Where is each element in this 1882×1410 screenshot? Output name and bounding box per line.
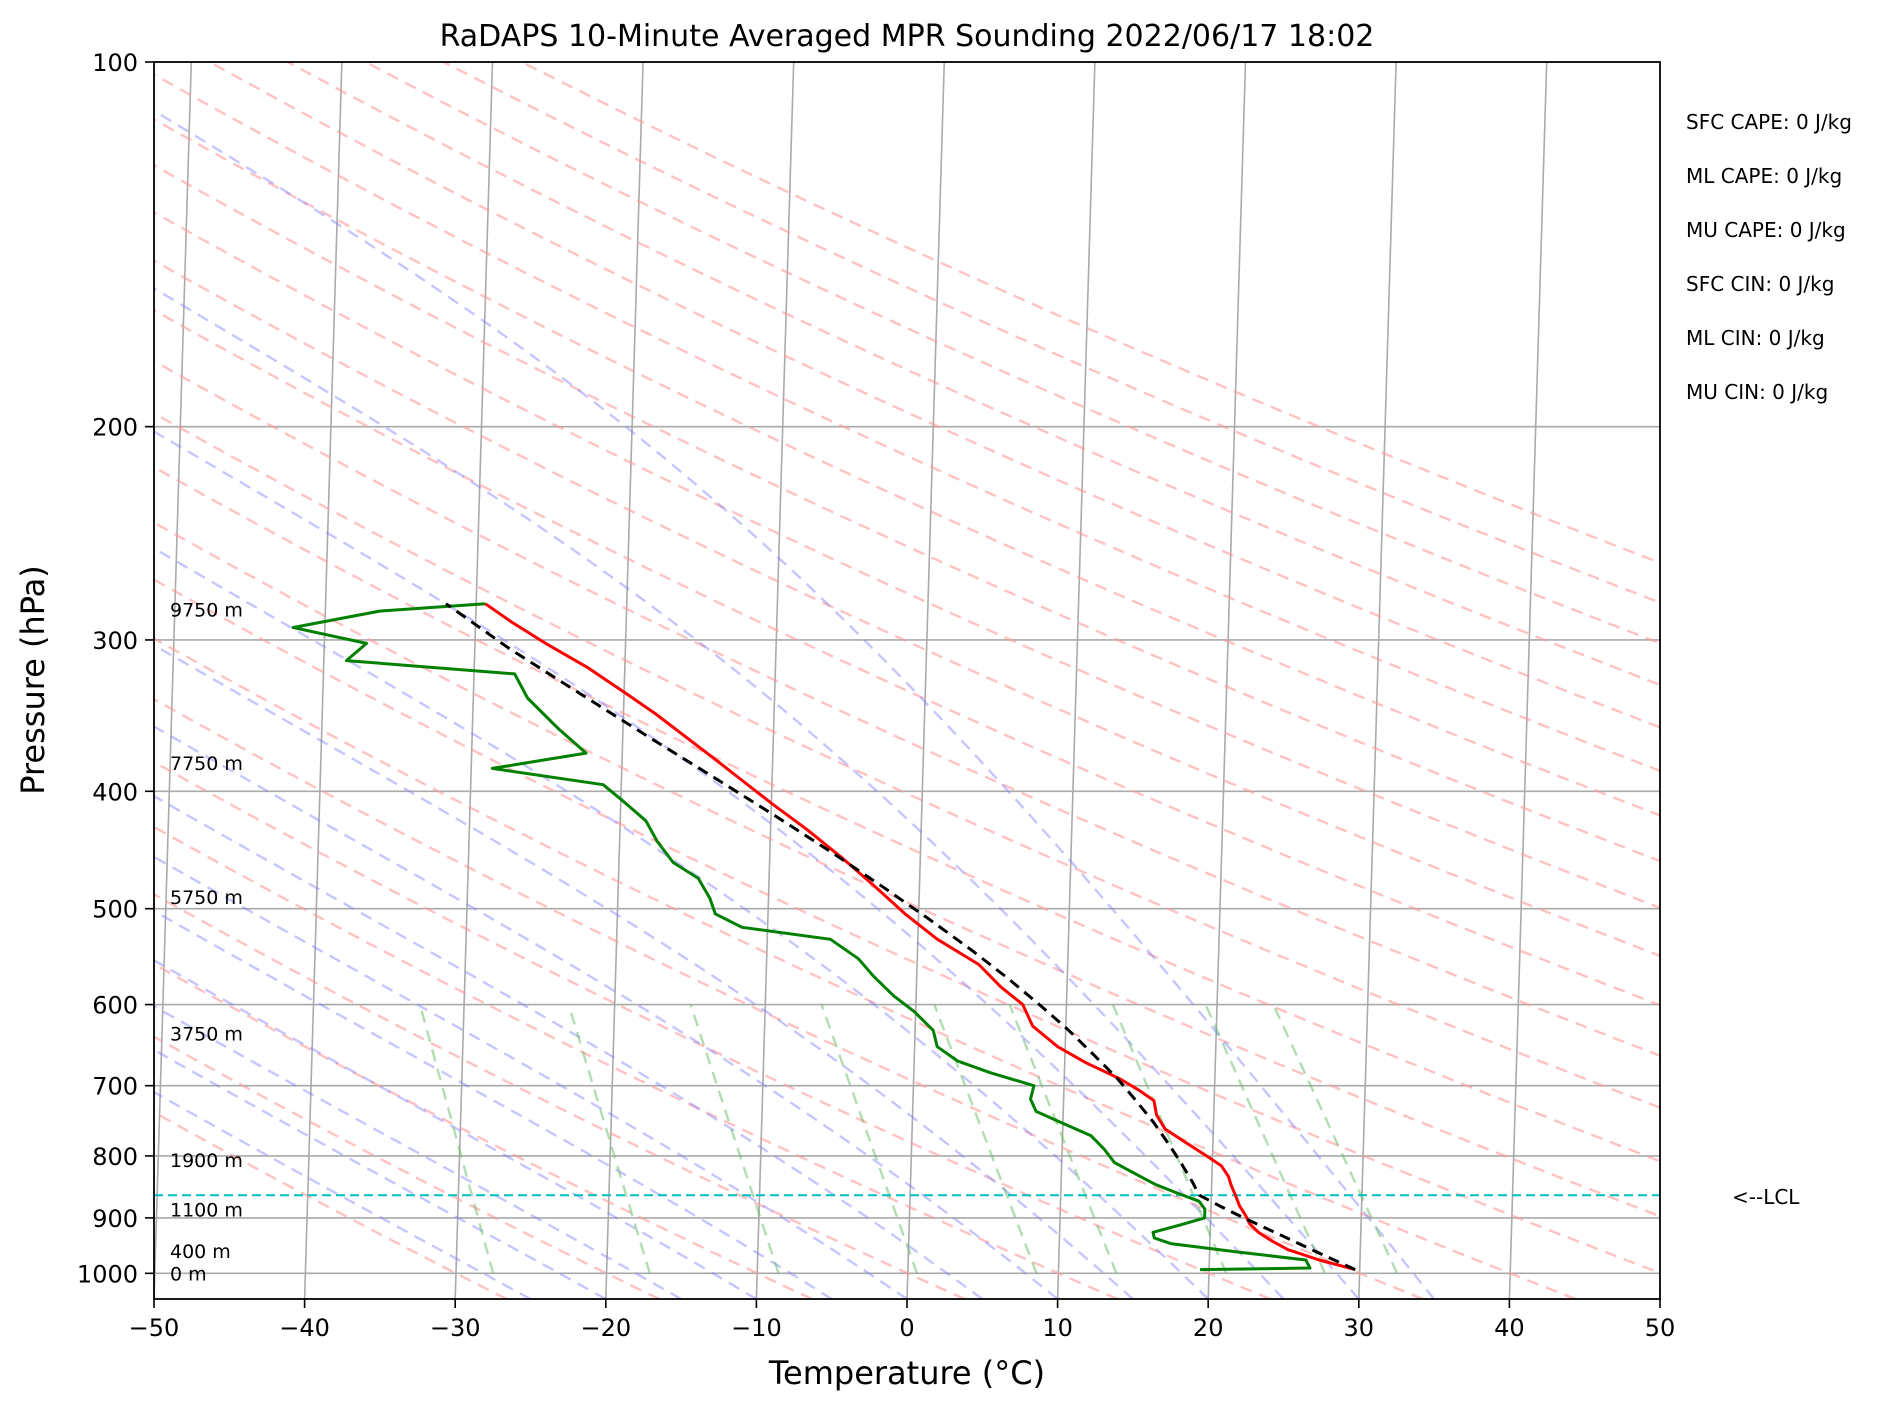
- axes: −50 −40 −30 −20 −10 0 10 20 30 40 50 100 200 300 400 50…: [77, 49, 1675, 1342]
- y-tick-label: 1000: [77, 1260, 138, 1288]
- lcl-label: <--LCL: [1732, 1185, 1800, 1209]
- dry-adiabat-line: [0, 62, 1728, 1299]
- x-axis-label: Temperature (°C): [768, 1354, 1045, 1392]
- y-tick-label: 900: [92, 1205, 138, 1233]
- height-label: 0 m: [170, 1263, 207, 1285]
- x-tick-label: 0: [899, 1314, 914, 1342]
- height-label: 1900 m: [170, 1150, 243, 1172]
- y-tick-label: 500: [92, 896, 138, 924]
- index-label: MU CAPE: 0 J/kg: [1686, 218, 1846, 242]
- y-tick-label: 200: [92, 414, 138, 442]
- moist-adiabat-line: [0, 62, 756, 1299]
- y-tick-label: 100: [92, 49, 138, 77]
- y-tick-label: 300: [92, 627, 138, 655]
- x-tick-label: −50: [129, 1314, 180, 1342]
- index-label: SFC CAPE: 0 J/kg: [1686, 110, 1852, 134]
- mixing-ratio-line: [934, 1005, 1036, 1274]
- dry-adiabat-line: [0, 62, 1882, 1299]
- isotherm-line: [305, 62, 342, 1299]
- dry-adiabat-line: [444, 62, 1882, 1299]
- y-tick-label: 700: [92, 1073, 138, 1101]
- moist-adiabat-line: [74, 62, 1435, 1299]
- isotherm-line: [154, 62, 191, 1299]
- moist-adiabat-line: [0, 62, 982, 1299]
- y-axis-label: Pressure (hPa): [14, 565, 52, 795]
- x-tick-label: −20: [580, 1314, 631, 1342]
- dry-adiabat-line: [0, 62, 1881, 1299]
- height-label: 7750 m: [170, 753, 243, 775]
- index-label: MU CIN: 0 J/kg: [1686, 380, 1828, 404]
- dry-adiabat-line: [0, 62, 812, 1299]
- height-label: 5750 m: [170, 887, 243, 909]
- x-tick-label: 10: [1042, 1314, 1073, 1342]
- dry-adiabat-line: [0, 62, 1882, 1299]
- x-tick-label: −40: [279, 1314, 330, 1342]
- x-tick-label: 50: [1645, 1314, 1676, 1342]
- isotherm-line: [907, 62, 944, 1299]
- height-label: 9750 m: [170, 599, 243, 621]
- profile-lines: [154, 604, 1660, 1270]
- index-label: ML CIN: 0 J/kg: [1686, 326, 1825, 350]
- mixing-ratio-line: [1273, 1005, 1397, 1274]
- mixing-ratio-line: [691, 1005, 779, 1274]
- index-label: ML CAPE: 0 J/kg: [1686, 164, 1842, 188]
- dry-adiabat-line: [0, 62, 1882, 1299]
- background-lines: [0, 62, 1882, 1299]
- indices-panel: SFC CAPE: 0 J/kg ML CAPE: 0 J/kg MU CAPE: …: [1686, 110, 1852, 404]
- moist-adiabat-line: [0, 62, 1058, 1299]
- dry-adiabat-line: [0, 62, 1882, 1299]
- height-label: 3750 m: [170, 1024, 243, 1046]
- y-tick-label: 600: [92, 992, 138, 1020]
- dry-adiabat-line: [0, 62, 1882, 1299]
- isotherm-line: [1660, 62, 1697, 1299]
- x-tick-label: −10: [731, 1314, 782, 1342]
- chart-title: RaDAPS 10-Minute Averaged MPR Sounding 2…: [440, 19, 1375, 54]
- moist-adiabat-line: [0, 62, 1208, 1299]
- index-label: SFC CIN: 0 J/kg: [1686, 272, 1834, 296]
- dry-adiabat-line: [0, 62, 1882, 1299]
- dry-adiabat-line: [0, 62, 1882, 1299]
- mixing-ratio-line: [1010, 1005, 1117, 1274]
- isotherm-line: [1359, 62, 1396, 1299]
- x-tick-label: −30: [430, 1314, 481, 1342]
- moist-adiabat-line: [0, 62, 907, 1299]
- y-tick-label: 800: [92, 1143, 138, 1171]
- mixing-ratio-line: [569, 1005, 650, 1274]
- height-label: 400 m: [170, 1241, 231, 1263]
- isotherm-line: [455, 62, 492, 1299]
- y-tick-label: 400: [92, 778, 138, 806]
- mixing-ratio-line: [1206, 1005, 1325, 1274]
- x-tick-label: 20: [1193, 1314, 1224, 1342]
- isotherm-line: [1058, 62, 1095, 1299]
- x-tick-label: 40: [1494, 1314, 1525, 1342]
- x-tick-label: 30: [1344, 1314, 1375, 1342]
- dry-adiabat-line: [53, 62, 1882, 1299]
- dry-adiabat-line: [288, 62, 1882, 1299]
- dry-adiabat-line: [132, 62, 1882, 1299]
- height-label: 1100 m: [170, 1200, 243, 1222]
